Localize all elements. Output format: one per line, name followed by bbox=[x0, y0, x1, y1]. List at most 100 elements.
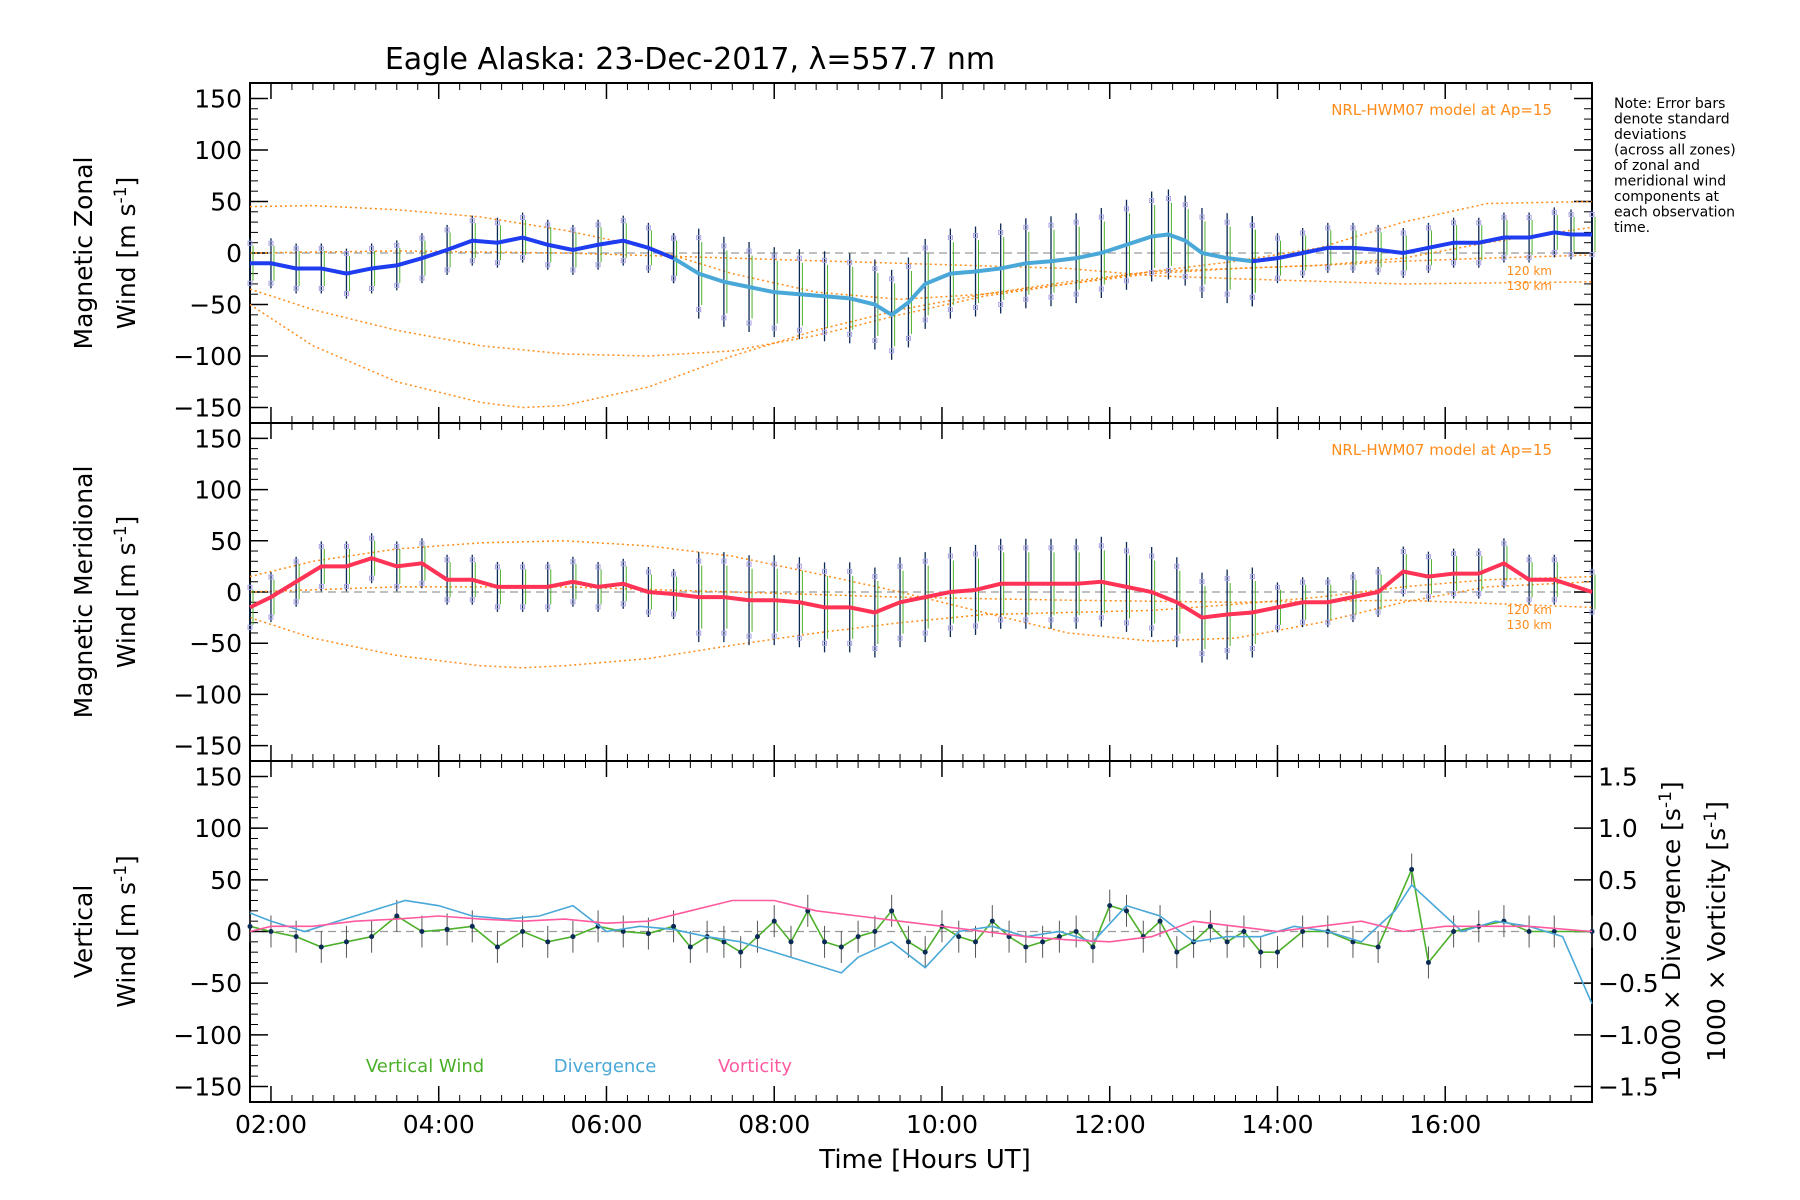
zone-point bbox=[1350, 614, 1356, 620]
zone-point bbox=[1199, 286, 1205, 292]
zone-point bbox=[369, 575, 375, 581]
wind-point bbox=[788, 939, 794, 945]
wind-point bbox=[1258, 949, 1264, 955]
right-tick-label: 1.5 bbox=[1598, 763, 1638, 792]
zone-point bbox=[973, 305, 979, 311]
zone-point bbox=[394, 242, 400, 248]
y-tick-label: 150 bbox=[194, 763, 242, 792]
series-line-green bbox=[249, 866, 1592, 965]
zone-point bbox=[1325, 619, 1331, 625]
zone-point bbox=[570, 227, 576, 233]
zone-point bbox=[771, 633, 777, 639]
x-tick-label: 08:00 bbox=[738, 1110, 810, 1139]
zone-point bbox=[1375, 267, 1381, 273]
legend-label: Vertical Wind bbox=[366, 1056, 484, 1077]
zone-point bbox=[520, 255, 526, 261]
zone-point bbox=[796, 563, 802, 569]
zone-point bbox=[889, 276, 895, 282]
zone-point bbox=[889, 348, 895, 354]
wind-point bbox=[1241, 929, 1247, 934]
y-tick-label: −150 bbox=[173, 732, 242, 761]
zone-point bbox=[1249, 222, 1255, 228]
x-axis-label: Time [Hours UT] bbox=[818, 1145, 1031, 1175]
zone-point bbox=[947, 625, 953, 631]
series-line bbox=[250, 235, 675, 276]
zone-point bbox=[1149, 553, 1155, 559]
wind-point bbox=[771, 918, 777, 924]
zone-point bbox=[1123, 278, 1129, 284]
zone-point bbox=[494, 220, 500, 226]
wind-point bbox=[645, 931, 651, 937]
zone-point bbox=[973, 551, 979, 557]
wind-point bbox=[247, 923, 253, 929]
zone-point bbox=[973, 233, 979, 239]
wind-point bbox=[956, 934, 962, 940]
y-tick-label: −50 bbox=[189, 969, 242, 998]
zone-point bbox=[369, 285, 375, 291]
zone-point bbox=[1048, 222, 1054, 228]
y-axis-label-2: Wind [m s-1] bbox=[111, 516, 141, 669]
wind-point bbox=[1073, 929, 1079, 934]
zone-point bbox=[419, 540, 425, 546]
wind-point bbox=[620, 929, 626, 934]
series-line bbox=[1252, 230, 1592, 264]
wind-point bbox=[1551, 929, 1557, 934]
zone-point bbox=[595, 604, 601, 610]
note-line: (across all zones) bbox=[1614, 143, 1736, 159]
y-tick-label: −100 bbox=[173, 342, 242, 371]
zone-point bbox=[293, 559, 299, 565]
zone-point bbox=[1551, 249, 1557, 255]
zone-point bbox=[1274, 584, 1280, 590]
zone-point bbox=[922, 317, 928, 323]
zone-point bbox=[1123, 620, 1129, 626]
y-tick-label: 150 bbox=[194, 424, 242, 453]
panels: −150 −100 −50 0 50 100 150 Magnetic Zonal Wind [… bbox=[69, 82, 1731, 1103]
zone-point bbox=[520, 215, 526, 221]
y-tick-label: −100 bbox=[173, 1021, 242, 1050]
wind-point bbox=[1023, 944, 1029, 950]
y-tick-label: 50 bbox=[210, 866, 242, 895]
zone-point bbox=[721, 558, 727, 564]
zone-point bbox=[1476, 551, 1482, 557]
zone-point bbox=[1165, 267, 1171, 273]
zone-point bbox=[545, 262, 551, 268]
zone-point bbox=[1568, 211, 1574, 217]
wind-point bbox=[1040, 939, 1046, 945]
zone-point bbox=[671, 611, 677, 617]
x-tick-label: 06:00 bbox=[570, 1110, 642, 1139]
y-tick-label: 100 bbox=[194, 136, 242, 165]
zone-point bbox=[1274, 235, 1280, 241]
zone-point bbox=[343, 291, 349, 297]
zone-point bbox=[1224, 576, 1230, 582]
zone-point bbox=[1526, 557, 1532, 563]
legend-label: Vorticity bbox=[718, 1056, 792, 1077]
wind-point bbox=[754, 934, 760, 940]
zone-point bbox=[545, 604, 551, 610]
zone-point bbox=[343, 251, 349, 257]
zone-point bbox=[696, 630, 702, 636]
zone-point bbox=[905, 263, 911, 269]
x-axis: 02:00 04:00 06:00 08:00 10:00 12:00 14:00 16:00 bbox=[235, 1110, 1481, 1139]
y-tick-label: 0 bbox=[226, 239, 242, 268]
zone-point bbox=[318, 245, 324, 251]
altitude-label: 130 km bbox=[1507, 279, 1552, 293]
zone-point bbox=[1425, 225, 1431, 231]
zone-point bbox=[1224, 219, 1230, 225]
zone-point bbox=[1589, 569, 1595, 575]
wind-point bbox=[738, 949, 744, 955]
zone-point bbox=[318, 285, 324, 291]
zone-point bbox=[1400, 549, 1406, 555]
y-tick-label: −150 bbox=[173, 394, 242, 423]
zone-point bbox=[1300, 579, 1306, 585]
zone-point bbox=[394, 543, 400, 549]
zone-point bbox=[1274, 275, 1280, 281]
zone-point bbox=[394, 282, 400, 288]
x-tick-label: 02:00 bbox=[235, 1110, 307, 1139]
zone-point bbox=[1526, 215, 1532, 221]
y-tick-label: −50 bbox=[189, 629, 242, 658]
zone-point bbox=[1501, 215, 1507, 221]
series-line-cyan bbox=[249, 883, 1593, 1005]
zone-point bbox=[1123, 548, 1129, 554]
zone-point bbox=[1425, 265, 1431, 271]
zone-point bbox=[1174, 563, 1180, 569]
